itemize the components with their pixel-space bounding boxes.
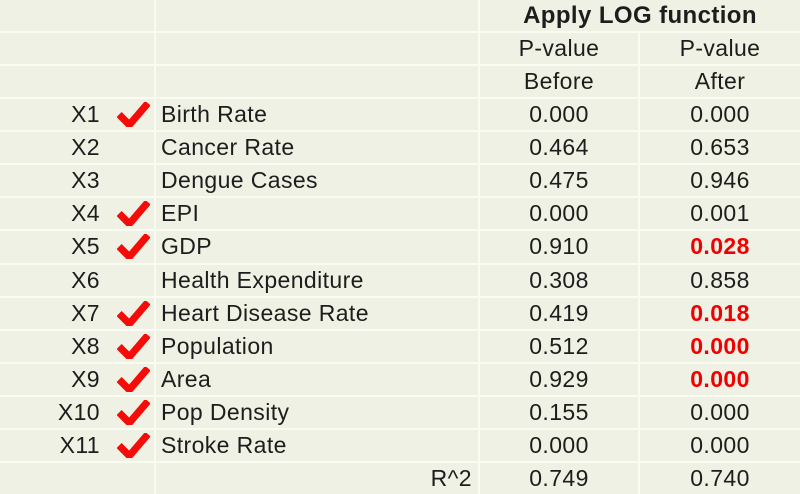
checkmark-icon [117, 432, 150, 458]
pvalue-before-cell[interactable]: 0.464 [480, 132, 638, 164]
header-pvalue-after: P-value [640, 33, 800, 65]
row-id: X3 [71, 167, 100, 194]
row-id-cell[interactable]: X5 [0, 231, 154, 263]
row-id-cell[interactable]: X9 [0, 363, 154, 395]
row-id-cell[interactable]: X7 [0, 297, 154, 329]
empty-cell [156, 33, 478, 65]
checkmark-icon [117, 399, 150, 425]
pvalue-after-cell[interactable]: 0.858 [640, 264, 800, 296]
row-id-cell[interactable]: X2 [0, 132, 154, 164]
pvalue-before-cell[interactable]: 0.910 [480, 231, 638, 263]
table-title: Apply LOG function [480, 0, 800, 32]
variable-name-cell[interactable]: GDP [156, 231, 478, 263]
checkmark-icon [117, 102, 150, 128]
header-before: Before [480, 66, 638, 98]
row-id: X2 [71, 134, 100, 161]
pvalue-after-cell[interactable]: 0.946 [640, 165, 800, 197]
row-id-cell[interactable]: X11 [0, 429, 154, 461]
pvalue-after-cell[interactable]: 0.000 [640, 396, 800, 428]
pvalue-before-cell[interactable]: 0.000 [480, 198, 638, 230]
pvalue-before-cell[interactable]: 0.000 [480, 429, 638, 461]
r-squared-label[interactable]: R^2 [156, 462, 478, 494]
row-id-cell[interactable]: X8 [0, 330, 154, 362]
variable-name-cell[interactable]: EPI [156, 198, 478, 230]
row-id-cell[interactable]: X1 [0, 99, 154, 131]
pvalue-before-cell[interactable]: 0.512 [480, 330, 638, 362]
pvalue-after-cell[interactable]: 0.000 [640, 363, 800, 395]
checkmark-icon [117, 300, 150, 326]
empty-cell [0, 462, 154, 494]
row-id: X10 [57, 398, 100, 425]
r-squared-after[interactable]: 0.740 [640, 462, 800, 494]
empty-cell [0, 33, 154, 65]
row-id: X5 [71, 233, 100, 260]
variable-name-cell[interactable]: Heart Disease Rate [156, 297, 478, 329]
pvalue-before-cell[interactable]: 0.419 [480, 297, 638, 329]
variable-name-cell[interactable]: Area [156, 363, 478, 395]
checkmark-icon [117, 366, 150, 392]
pvalue-before-cell[interactable]: 0.475 [480, 165, 638, 197]
r-squared-before[interactable]: 0.749 [480, 462, 638, 494]
empty-cell [0, 0, 154, 32]
header-after: After [640, 66, 800, 98]
variable-name-cell[interactable]: Birth Rate [156, 99, 478, 131]
pvalue-after-cell[interactable]: 0.028 [640, 231, 800, 263]
pvalue-before-cell[interactable]: 0.155 [480, 396, 638, 428]
checkmark-icon [117, 201, 150, 227]
pvalue-after-cell[interactable]: 0.000 [640, 429, 800, 461]
row-id: X11 [59, 431, 100, 458]
checkmark-icon [117, 234, 150, 260]
variable-name-cell[interactable]: Dengue Cases [156, 165, 478, 197]
pvalue-before-cell[interactable]: 0.000 [480, 99, 638, 131]
row-id: X4 [71, 200, 100, 227]
pvalue-after-cell[interactable]: 0.000 [640, 99, 800, 131]
pvalue-before-cell[interactable]: 0.929 [480, 363, 638, 395]
row-id: X7 [71, 299, 100, 326]
variable-name-cell[interactable]: Health Expenditure [156, 264, 478, 296]
variable-name-cell[interactable]: Pop Density [156, 396, 478, 428]
pvalue-after-cell[interactable]: 0.653 [640, 132, 800, 164]
pvalue-after-cell[interactable]: 0.001 [640, 198, 800, 230]
pvalue-after-cell[interactable]: 0.018 [640, 297, 800, 329]
header-pvalue-before: P-value [480, 33, 638, 65]
row-id-cell[interactable]: X4 [0, 198, 154, 230]
variable-name-cell[interactable]: Cancer Rate [156, 132, 478, 164]
row-id: X9 [71, 365, 100, 392]
pvalue-after-cell[interactable]: 0.000 [640, 330, 800, 362]
row-id-cell[interactable]: X6 [0, 264, 154, 296]
checkmark-icon [117, 333, 150, 359]
variable-name-cell[interactable]: Stroke Rate [156, 429, 478, 461]
empty-cell [156, 66, 478, 98]
variable-name-cell[interactable]: Population [156, 330, 478, 362]
row-id: X8 [71, 332, 100, 359]
row-id-cell[interactable]: X3 [0, 165, 154, 197]
row-id-cell[interactable]: X10 [0, 396, 154, 428]
pvalue-before-cell[interactable]: 0.308 [480, 264, 638, 296]
empty-cell [156, 0, 478, 32]
row-id: X1 [71, 101, 100, 128]
empty-cell [0, 66, 154, 98]
row-id: X6 [71, 266, 100, 293]
